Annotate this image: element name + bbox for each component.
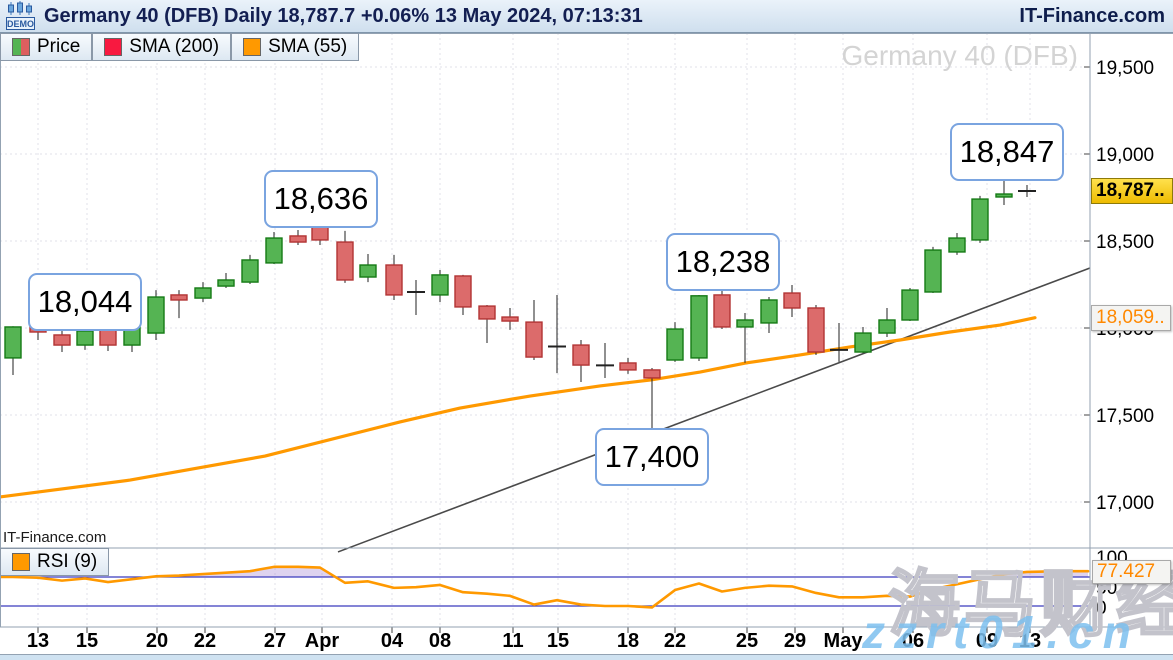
chart-title: Germany 40 (DFB) Daily 18,787.7 +0.06% 1… [44,4,643,27]
candle-down [619,362,637,371]
sma55-value-tag: 18,059.. [1091,305,1171,331]
price-axis-label: 17,000 [1096,493,1154,514]
candle-down [501,316,519,322]
legend-price[interactable]: Price [0,33,93,61]
candle-down [336,241,354,281]
x-axis-label: 18 [617,630,639,652]
legend-sma200[interactable]: SMA (200) [92,33,232,61]
bottom-strip [0,654,1173,660]
candle-down [289,235,307,243]
candle-up [760,299,778,324]
candle-down [385,264,403,296]
x-axis-label: 08 [429,630,451,652]
candle-down [170,294,188,301]
legend-sma200-label: SMA (200) [129,36,220,57]
candle-up [194,287,212,299]
price-candle-icon [12,38,30,56]
rsi-axis-label: 0 [1096,598,1107,619]
demo-badge: DEMO [7,19,34,29]
price-callout: 18,044 [28,273,142,331]
candle-up [854,332,872,353]
sma55-line [0,316,1037,499]
indicator-legend-row: Price SMA (200) SMA (55) [0,33,360,61]
sma200-color-icon [104,38,123,56]
candle-up [147,296,165,334]
price-axis-label: 17,500 [1096,406,1154,427]
brand-link[interactable]: IT-Finance.com [1019,4,1165,27]
legend-rsi-label: RSI (9) [37,551,98,572]
legend-rsi[interactable]: RSI (9) [0,548,110,576]
candle-up [736,319,754,328]
candle-up [76,330,94,346]
candle-up [265,237,283,264]
price-axis-label: 19,500 [1096,58,1154,79]
candle-down [643,369,661,379]
candle-down [454,275,472,308]
candle-up [690,295,708,359]
x-axis-label: 06 [902,630,924,652]
x-axis-label: May [824,630,864,652]
sma55-color-icon [243,38,262,56]
candle-up [878,319,896,334]
candle-up [241,259,259,283]
x-axis-label: 15 [547,630,569,652]
price-panel [0,180,1091,553]
x-axis-label: Apr [305,630,340,652]
x-axis-label: 04 [381,630,404,652]
rsi-overbought-fill [0,566,1088,577]
candle-down [807,307,825,353]
candlestick-chart-canvas[interactable]: 19,50019,00018,50018,00017,50017,0001315… [0,33,1173,660]
rsi-line [0,565,1090,609]
candle-down [478,305,496,320]
price-callout: 18,238 [666,233,780,291]
trendline [337,267,1091,553]
legend-price-label: Price [37,36,81,57]
legend-sma55-label: SMA (55) [268,36,348,57]
candles [4,180,1036,433]
candle-up [924,249,942,293]
x-axis-label: 13 [27,630,49,652]
price-axis-label: 19,000 [1096,145,1154,166]
candle-down [713,294,731,328]
rsi-legend-row: RSI (9) [0,548,110,576]
candle-up [971,198,989,241]
x-axis-label: 22 [664,630,686,652]
x-axis-label: 09 [976,630,998,652]
x-axis-label: 20 [146,630,168,652]
chart-area: 19,50019,00018,50018,00017,50017,0001315… [0,33,1173,660]
rsi-color-icon [12,553,30,571]
x-axis-label: 25 [736,630,758,652]
x-axis-label: 27 [264,630,286,652]
price-callout: 17,400 [595,428,709,486]
legend-sma55[interactable]: SMA (55) [231,33,360,61]
x-axis-label: 22 [194,630,216,652]
itfinance-watermark: IT-Finance.com [3,529,107,546]
candle-down [572,344,590,366]
candle-down [783,292,801,309]
candle-up [431,274,449,296]
x-axis-label: 11 [502,630,523,652]
last-price-tag: 18,787.. [1091,178,1173,204]
candle-up [948,237,966,253]
candle-down [99,328,117,346]
candle-up [359,264,377,278]
x-axis-label: 15 [76,630,98,652]
rsi-panel [0,565,1090,609]
rsi-value-tag: 77.427 [1092,560,1171,584]
price-axis-label: 18,500 [1096,232,1154,253]
candle-up [901,289,919,321]
topbar: DEMO Germany 40 (DFB) Daily 18,787.7 +0.… [0,0,1173,33]
x-axis-label: 13 [1019,630,1041,652]
price-callout: 18,636 [264,170,378,228]
price-callout: 18,847 [950,123,1064,181]
candle-up [666,328,684,361]
app-logo-candles-icon: DEMO [6,0,35,30]
candle-down [53,334,71,346]
candle-up [217,279,235,287]
candle-down [525,321,543,358]
candle-up [4,326,22,359]
gridlines [0,33,1090,627]
candle-up [995,193,1013,198]
x-axis-label: 29 [784,630,806,652]
